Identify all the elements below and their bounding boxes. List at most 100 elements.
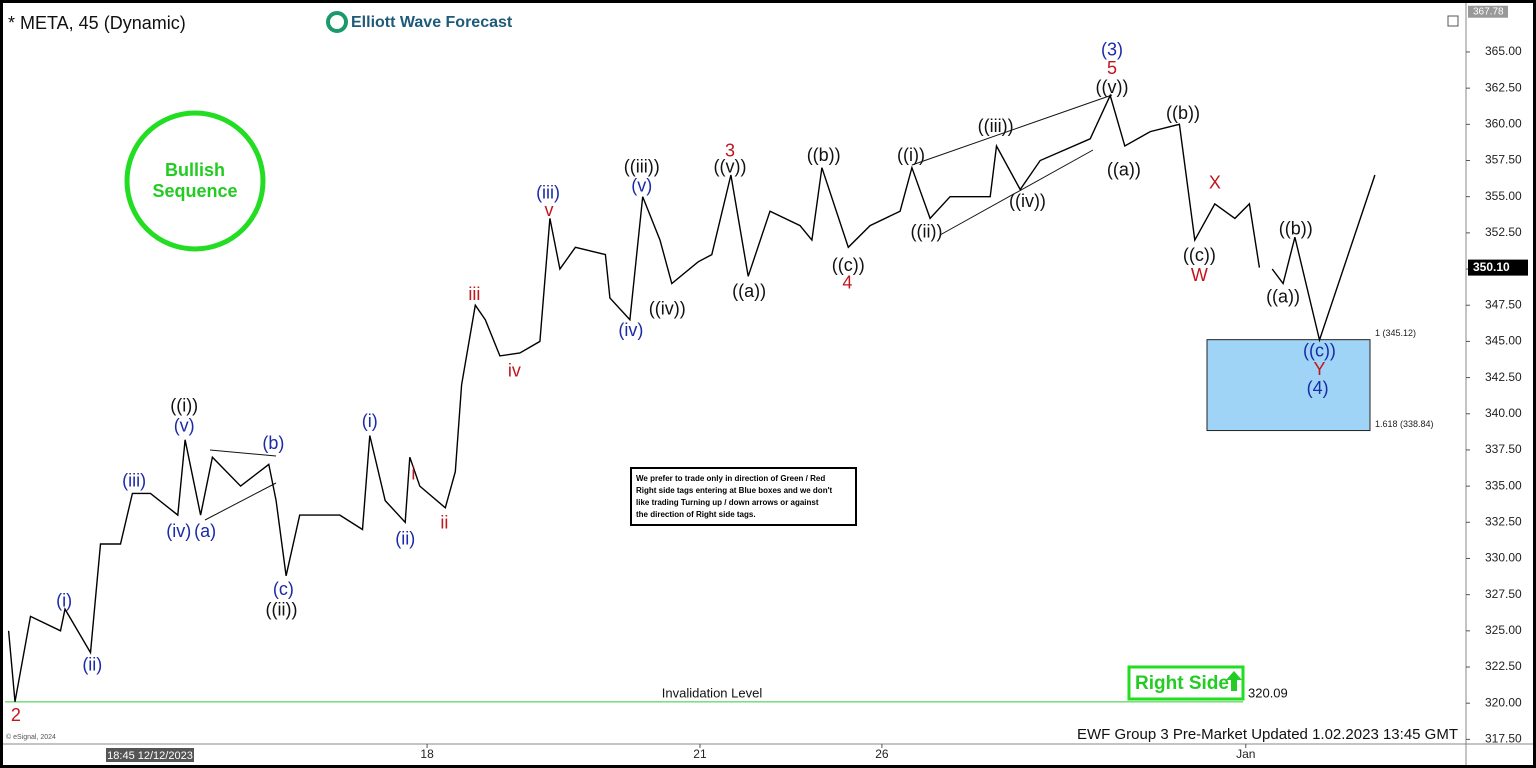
wave-label: ((iii)): [624, 156, 660, 176]
target-label: 1 (345.12): [1375, 328, 1416, 338]
wave-label: (iii): [122, 471, 146, 491]
wave-label: ((c)): [1183, 245, 1216, 265]
x-tick-label: 18: [420, 747, 434, 761]
wave-label: ((c)): [832, 255, 865, 275]
copyright: © eSignal, 2024: [6, 733, 56, 741]
y-tick-label: 322.50: [1485, 659, 1522, 673]
y-tick-label: 352.50: [1485, 225, 1522, 239]
y-tick-label: 362.50: [1485, 80, 1522, 94]
wave-label: ((b)): [1166, 103, 1200, 123]
badge-text: Bullish Sequence: [152, 160, 237, 201]
note: We prefer to trade only in direction of …: [636, 474, 832, 519]
wave-label: (3): [1101, 39, 1123, 59]
note-line: the direction of Right side tags.: [636, 510, 756, 519]
wave-label: (a): [194, 521, 216, 541]
wave-label: (ii): [395, 528, 415, 548]
y-tick-label: 347.50: [1485, 297, 1522, 311]
y-tick-label: 340.00: [1485, 406, 1522, 420]
note-line: like trading Turning up / down arrows or…: [636, 498, 819, 507]
y-tick-label: 345.00: [1485, 334, 1522, 348]
target-zone: [1206, 339, 1371, 432]
wave-label: iii: [468, 284, 480, 304]
y-tick-label: 357.50: [1485, 153, 1522, 167]
high-price: 367.78: [1473, 6, 1504, 17]
wave-label: ((a)): [1266, 287, 1300, 307]
invalidation-label: Invalidation Level: [662, 685, 763, 700]
y-tick-label: 330.00: [1485, 551, 1522, 565]
wave-label: ((ii)): [910, 222, 942, 242]
wave-label: iv: [508, 361, 521, 381]
wave-label: (i): [362, 411, 378, 431]
wave-label: (ii): [82, 654, 102, 674]
wave-label: i: [411, 463, 415, 483]
wave-label: ((v)): [714, 156, 747, 176]
wave-label: ((a)): [1107, 159, 1141, 179]
last-price-box: [1468, 259, 1528, 276]
price-line: [1271, 174, 1376, 343]
badge-circle: [124, 110, 266, 252]
y-tick-label: 365.00: [1485, 44, 1522, 58]
trendlines: [204, 94, 1113, 521]
window-icon[interactable]: [1447, 15, 1459, 27]
wave-label: (v): [631, 175, 652, 195]
y-tick-label: 317.50: [1485, 732, 1522, 746]
wave-label: ((a)): [732, 281, 766, 301]
cursor-box: [106, 748, 194, 762]
wave-label: (v): [174, 416, 195, 436]
note-line: Right side tags entering at Blue boxes a…: [636, 486, 832, 495]
cursor-label: 18:45 12/12/2023: [107, 750, 193, 762]
invalidation-value: 320.09: [1248, 685, 1288, 700]
y-tick-label: 325.00: [1485, 623, 1522, 637]
wave-label: 3: [725, 141, 735, 161]
y-tick-label: 327.50: [1485, 587, 1522, 601]
wave-label: ((ii)): [266, 599, 298, 619]
wave-label: (iv): [618, 320, 643, 340]
y-tick-label: 360.00: [1485, 116, 1522, 130]
wave-label: ii: [440, 513, 448, 533]
note-line: We prefer to trade only in direction of …: [636, 474, 825, 483]
wave-label: (i): [56, 591, 72, 611]
x-tick-label: 26: [875, 747, 889, 761]
wave-label: ((i)): [897, 145, 925, 165]
wave-label: W: [1191, 265, 1208, 285]
wave-label: ((b)): [807, 145, 841, 165]
x-tick-label: 21: [693, 747, 707, 761]
target-label: 1.618 (338.84): [1375, 419, 1434, 429]
note-box: [630, 467, 857, 526]
x-tick-label: Jan: [1236, 747, 1255, 761]
wave-label: (c): [273, 579, 294, 599]
trendline: [939, 149, 1094, 236]
wave-label: (b): [262, 433, 284, 453]
right-side-tag: Right Side: [1135, 673, 1229, 694]
wave-label: ((i)): [170, 395, 198, 415]
brand-name: Elliott Wave Forecast: [351, 14, 513, 31]
chart-title: * META, 45 (Dynamic): [8, 13, 186, 33]
wave-label: ((c)): [1303, 340, 1336, 360]
y-tick-label: 342.50: [1485, 370, 1522, 384]
wave-label: 4: [842, 272, 852, 292]
y-tick-label: 337.50: [1485, 442, 1522, 456]
right-side-box: [1127, 665, 1245, 701]
trendline: [209, 449, 277, 457]
y-tick-label: 332.50: [1485, 514, 1522, 528]
last-price: 350.10: [1473, 260, 1510, 274]
brand-logo: [326, 11, 348, 33]
high-price-box: [1468, 5, 1508, 18]
wave-label: ((iv)): [649, 298, 686, 318]
footer: EWF Group 3 Pre-Market Updated 1.02.2023…: [1077, 726, 1458, 743]
wave-label: (iii): [536, 183, 560, 203]
trendline: [911, 94, 1113, 166]
wave-label: ((iv)): [1009, 191, 1046, 211]
wave-label: 2: [11, 705, 21, 725]
wave-label: ((iii)): [978, 116, 1014, 136]
price-line: [7, 93, 1261, 702]
wave-label: (4): [1307, 378, 1329, 398]
up-arrow: [1226, 671, 1242, 691]
wave-label: Y: [1313, 359, 1325, 379]
wave-label: ((b)): [1279, 219, 1313, 239]
wave-label: (iv): [166, 521, 191, 541]
trendline: [204, 482, 277, 521]
wave-label: ((v)): [1096, 77, 1129, 97]
